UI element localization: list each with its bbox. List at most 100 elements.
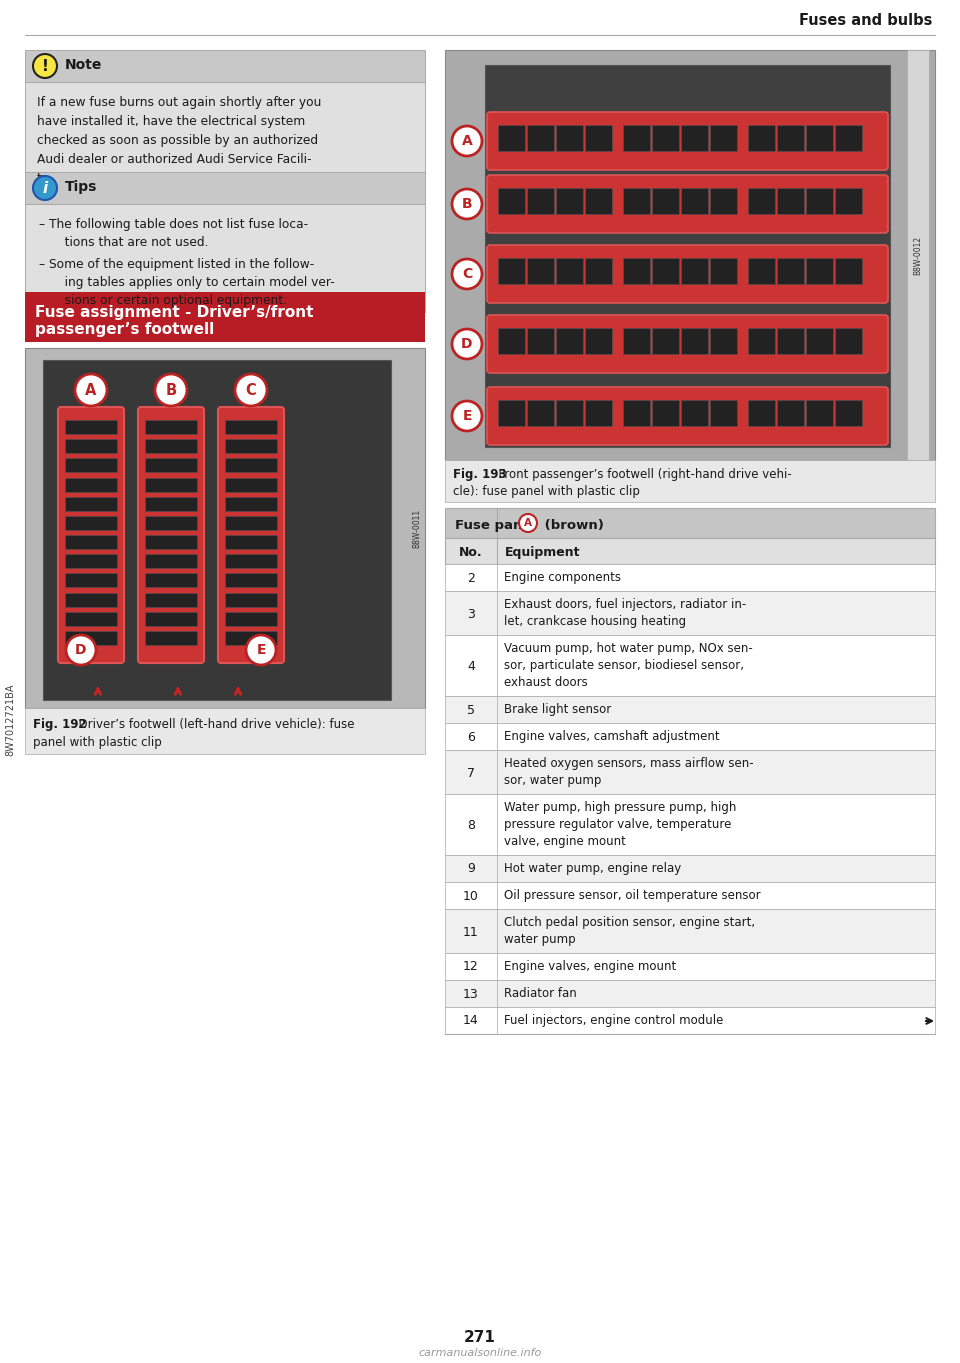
- FancyBboxPatch shape: [652, 258, 679, 284]
- FancyBboxPatch shape: [748, 125, 775, 151]
- FancyBboxPatch shape: [623, 258, 650, 284]
- FancyBboxPatch shape: [65, 496, 117, 511]
- FancyBboxPatch shape: [65, 477, 117, 492]
- Text: Vacuum pump, hot water pump, NOx sen-: Vacuum pump, hot water pump, NOx sen-: [504, 642, 753, 656]
- Text: 14: 14: [463, 1014, 479, 1028]
- FancyBboxPatch shape: [623, 188, 650, 214]
- FancyBboxPatch shape: [225, 477, 277, 492]
- FancyBboxPatch shape: [623, 125, 650, 151]
- Text: A: A: [85, 383, 97, 398]
- FancyBboxPatch shape: [652, 125, 679, 151]
- FancyBboxPatch shape: [445, 50, 935, 459]
- Text: passenger’s footwell: passenger’s footwell: [35, 322, 214, 337]
- Text: 12: 12: [463, 961, 479, 973]
- FancyBboxPatch shape: [487, 174, 888, 233]
- FancyBboxPatch shape: [806, 399, 833, 427]
- Text: 9: 9: [468, 863, 475, 875]
- FancyBboxPatch shape: [445, 953, 935, 980]
- Text: exhaust doors: exhaust doors: [504, 676, 588, 690]
- FancyBboxPatch shape: [556, 258, 583, 284]
- Text: !: !: [41, 59, 48, 74]
- Text: ty.: ty.: [37, 172, 51, 185]
- FancyBboxPatch shape: [145, 439, 197, 453]
- FancyBboxPatch shape: [225, 458, 277, 473]
- FancyBboxPatch shape: [748, 328, 775, 354]
- FancyBboxPatch shape: [556, 328, 583, 354]
- FancyBboxPatch shape: [145, 420, 197, 433]
- FancyBboxPatch shape: [681, 258, 708, 284]
- FancyBboxPatch shape: [225, 631, 277, 645]
- Text: cle): fuse panel with plastic clip: cle): fuse panel with plastic clip: [453, 485, 640, 497]
- FancyBboxPatch shape: [585, 328, 612, 354]
- Text: Driver’s footwell (left-hand drive vehicle): fuse: Driver’s footwell (left-hand drive vehic…: [71, 718, 354, 731]
- FancyBboxPatch shape: [527, 399, 554, 427]
- Text: C: C: [246, 383, 256, 398]
- Text: Clutch pedal position sensor, engine start,: Clutch pedal position sensor, engine sta…: [504, 916, 756, 930]
- FancyBboxPatch shape: [145, 458, 197, 473]
- FancyBboxPatch shape: [777, 258, 804, 284]
- Text: 8W7012721BA: 8W7012721BA: [5, 684, 15, 756]
- Circle shape: [452, 259, 482, 289]
- Text: Fuel injectors, engine control module: Fuel injectors, engine control module: [504, 1014, 724, 1026]
- Circle shape: [452, 401, 482, 431]
- Text: pressure regulator valve, temperature: pressure regulator valve, temperature: [504, 818, 732, 831]
- Text: Exhaust doors, fuel injectors, radiator in-: Exhaust doors, fuel injectors, radiator …: [504, 598, 746, 611]
- FancyBboxPatch shape: [498, 399, 525, 427]
- FancyBboxPatch shape: [445, 882, 935, 909]
- FancyBboxPatch shape: [681, 188, 708, 214]
- FancyBboxPatch shape: [445, 750, 935, 795]
- Text: ing tables applies only to certain model ver-: ing tables applies only to certain model…: [53, 275, 335, 289]
- FancyBboxPatch shape: [498, 258, 525, 284]
- FancyBboxPatch shape: [710, 258, 737, 284]
- FancyBboxPatch shape: [65, 515, 117, 530]
- Text: Equipment: Equipment: [505, 545, 581, 559]
- Circle shape: [33, 55, 57, 78]
- Circle shape: [235, 373, 267, 406]
- Text: Tips: Tips: [65, 180, 97, 194]
- FancyBboxPatch shape: [445, 592, 935, 635]
- FancyBboxPatch shape: [25, 204, 425, 312]
- FancyBboxPatch shape: [806, 188, 833, 214]
- FancyBboxPatch shape: [485, 65, 890, 447]
- FancyBboxPatch shape: [145, 593, 197, 607]
- FancyBboxPatch shape: [445, 722, 935, 750]
- FancyBboxPatch shape: [225, 496, 277, 511]
- FancyBboxPatch shape: [65, 536, 117, 549]
- Text: B8W-0011: B8W-0011: [413, 508, 421, 548]
- FancyBboxPatch shape: [527, 328, 554, 354]
- Text: valve, engine mount: valve, engine mount: [504, 836, 626, 848]
- Circle shape: [452, 189, 482, 219]
- Text: Brake light sensor: Brake light sensor: [504, 703, 612, 716]
- FancyBboxPatch shape: [65, 420, 117, 433]
- FancyBboxPatch shape: [623, 399, 650, 427]
- Text: sor, water pump: sor, water pump: [504, 774, 601, 786]
- Text: 7: 7: [467, 766, 475, 780]
- Text: B: B: [462, 198, 472, 211]
- Text: tions that are not used.: tions that are not used.: [53, 236, 208, 249]
- Text: 5: 5: [467, 703, 475, 717]
- Circle shape: [452, 328, 482, 358]
- FancyBboxPatch shape: [225, 420, 277, 433]
- FancyBboxPatch shape: [710, 125, 737, 151]
- FancyBboxPatch shape: [218, 408, 284, 662]
- FancyBboxPatch shape: [25, 707, 425, 754]
- Text: Note: Note: [65, 59, 103, 72]
- Text: (brown): (brown): [540, 518, 604, 532]
- FancyBboxPatch shape: [585, 258, 612, 284]
- FancyBboxPatch shape: [710, 188, 737, 214]
- FancyBboxPatch shape: [65, 612, 117, 626]
- FancyBboxPatch shape: [65, 555, 117, 568]
- FancyBboxPatch shape: [652, 399, 679, 427]
- FancyBboxPatch shape: [835, 399, 862, 427]
- Circle shape: [452, 125, 482, 155]
- FancyBboxPatch shape: [445, 855, 935, 882]
- Text: Water pump, high pressure pump, high: Water pump, high pressure pump, high: [504, 801, 736, 814]
- FancyBboxPatch shape: [65, 458, 117, 473]
- FancyBboxPatch shape: [585, 399, 612, 427]
- FancyBboxPatch shape: [58, 408, 124, 662]
- Text: D: D: [75, 643, 86, 657]
- Text: Oil pressure sensor, oil temperature sensor: Oil pressure sensor, oil temperature sen…: [504, 889, 760, 902]
- Text: Fig. 193: Fig. 193: [453, 468, 507, 481]
- FancyBboxPatch shape: [138, 408, 204, 662]
- Text: 11: 11: [463, 925, 479, 939]
